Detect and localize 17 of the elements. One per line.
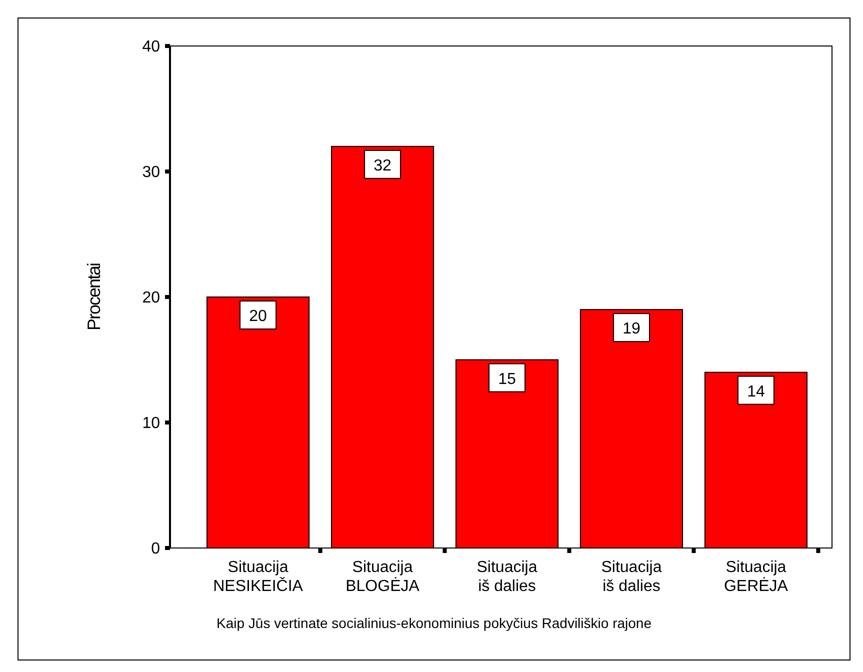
y-tick-label: 40 <box>142 38 160 56</box>
data-label: 32 <box>374 157 392 174</box>
y-tick-label: 10 <box>142 415 160 432</box>
data-label: 20 <box>249 308 268 325</box>
x-tick-label: Situacija BLOGĖJA <box>346 559 420 596</box>
y-tick-label: 0 <box>151 540 160 558</box>
x-tick-label: Situacija iš dalies <box>601 559 662 596</box>
y-tick-label: 20 <box>142 290 160 307</box>
data-label: 15 <box>498 370 516 388</box>
x-tick-label: Situacija iš dalies <box>476 559 538 596</box>
x-tick-label: Situacija GERĖJA <box>724 559 788 596</box>
data-label: 19 <box>622 320 640 338</box>
x-axis-title: Kaip Jūs vertinate socialinius-ekonominius pokyčius Radviliškio rajone <box>216 615 652 631</box>
x-tick-label: Situacija NESIKEIČIA <box>213 559 304 596</box>
data-label: 14 <box>747 383 765 400</box>
y-axis-title: Procentai <box>84 263 104 331</box>
y-tick-label: 30 <box>142 164 160 182</box>
